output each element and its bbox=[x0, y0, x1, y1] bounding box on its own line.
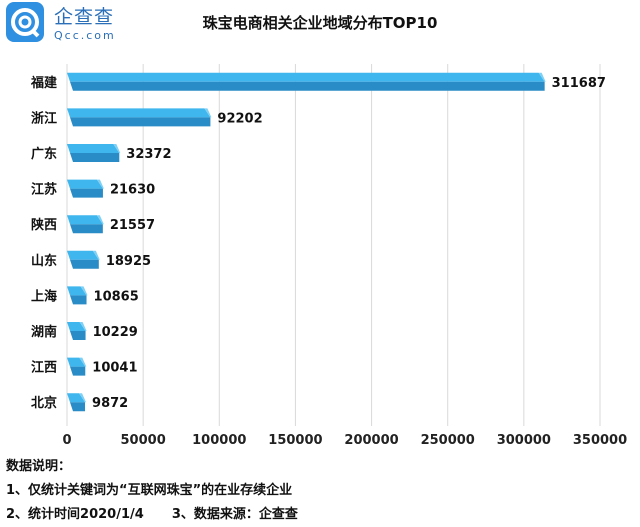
bar-top-face bbox=[67, 286, 87, 296]
bar-top-face bbox=[67, 144, 120, 153]
bar-chart: 0 50000 100000 150000 200000 250000 300000 3500… bbox=[30, 64, 627, 448]
notes-heading: 数据说明： bbox=[6, 459, 72, 474]
qcc-logo: 企查查 Qcc.com bbox=[6, 2, 126, 48]
data-label: 10865 bbox=[94, 289, 139, 304]
data-label: 10041 bbox=[92, 361, 137, 376]
logo-text-cn: 企查查 bbox=[54, 6, 115, 28]
bar-top-face bbox=[67, 357, 86, 367]
logo-text-en: Qcc.com bbox=[54, 29, 116, 42]
data-label: 9872 bbox=[92, 396, 128, 411]
notes-line-2a: 2、统计时间2020/1/4 bbox=[6, 507, 144, 522]
x-tick-label: 100000 bbox=[192, 433, 246, 448]
data-label: 32372 bbox=[126, 147, 171, 162]
bar-end-face bbox=[79, 357, 87, 367]
bar-bottom-face bbox=[70, 331, 86, 340]
logo-q-icon bbox=[6, 2, 44, 42]
data-notes: 数据说明： 1、仅统计关键词为“互联网珠宝”的在业存续企业 2、统计时间2020… bbox=[6, 455, 298, 527]
x-tick-label: 300000 bbox=[497, 433, 551, 448]
bar-bottom-face bbox=[70, 366, 86, 376]
bar-end-face bbox=[204, 108, 212, 118]
bar-end-face bbox=[79, 393, 87, 403]
bar-end-face bbox=[79, 322, 87, 331]
category-label: 江苏 bbox=[31, 182, 57, 198]
bar-top-face bbox=[67, 215, 103, 225]
bar-end-face bbox=[538, 72, 546, 82]
x-tick-label: 0 bbox=[62, 433, 71, 448]
bar-top-face bbox=[67, 179, 103, 189]
x-tick-label: 250000 bbox=[421, 433, 475, 448]
bar-bottom-face bbox=[70, 259, 99, 269]
bar-bottom-face bbox=[70, 117, 211, 127]
category-label: 江西 bbox=[31, 360, 57, 376]
bar-top-face bbox=[67, 322, 86, 331]
data-label: 10229 bbox=[93, 325, 138, 340]
bar-top-face bbox=[67, 393, 86, 403]
bar-bottom-face bbox=[70, 81, 545, 91]
x-tick-label: 350000 bbox=[573, 433, 627, 448]
bar-top-face bbox=[67, 108, 211, 118]
bar-bottom-face bbox=[70, 188, 103, 198]
bar-bottom-face bbox=[70, 153, 120, 162]
bar-end-face bbox=[92, 250, 100, 260]
bar-end-face bbox=[96, 215, 104, 225]
category-label: 北京 bbox=[31, 395, 57, 411]
bar-end-face bbox=[80, 286, 88, 296]
notes-line-2b: 3、数据来源：企查查 bbox=[171, 507, 298, 522]
bar-bottom-face bbox=[70, 402, 86, 412]
bar-top-face bbox=[67, 250, 99, 260]
data-label: 18925 bbox=[106, 254, 151, 269]
category-label: 广东 bbox=[31, 146, 57, 162]
data-label: 92202 bbox=[217, 111, 262, 126]
x-tick-label: 50000 bbox=[121, 433, 166, 448]
bar-top-face bbox=[67, 72, 545, 82]
bar-bottom-face bbox=[70, 295, 87, 305]
category-label: 陕西 bbox=[31, 217, 57, 233]
x-tick-label: 200000 bbox=[344, 433, 398, 448]
category-label: 上海 bbox=[31, 288, 57, 304]
data-label: 311687 bbox=[552, 76, 606, 91]
category-label: 福建 bbox=[30, 75, 57, 91]
category-label: 湖南 bbox=[31, 324, 57, 340]
bar-bottom-face bbox=[70, 224, 103, 234]
category-label: 浙江 bbox=[31, 110, 57, 126]
data-label: 21557 bbox=[110, 218, 155, 233]
bar-end-face bbox=[96, 179, 104, 189]
bar-end-face bbox=[113, 144, 121, 153]
notes-line-1: 1、仅统计关键词为“互联网珠宝”的在业存续企业 bbox=[6, 483, 293, 498]
x-tick-label: 150000 bbox=[268, 433, 322, 448]
data-label: 21630 bbox=[110, 183, 155, 198]
chart-title: 珠宝电商相关企业地域分布TOP10 bbox=[202, 14, 438, 32]
category-label: 山东 bbox=[31, 253, 57, 269]
